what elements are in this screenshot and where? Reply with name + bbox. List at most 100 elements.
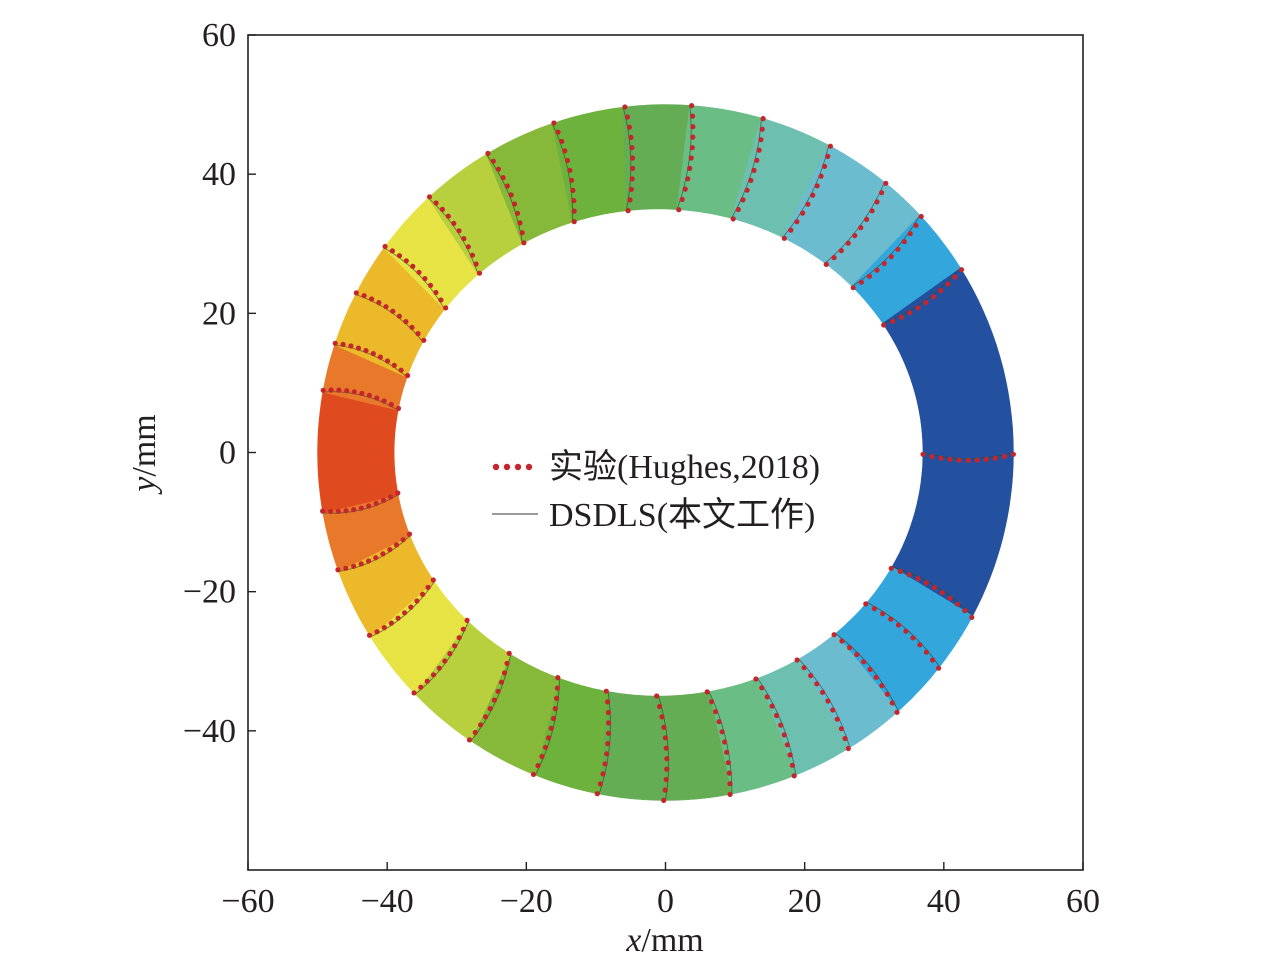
- experiment-dot: [735, 206, 741, 213]
- experiment-dot: [889, 700, 895, 706]
- experiment-dot: [476, 270, 483, 276]
- experiment-dot: [358, 561, 364, 567]
- experimental-dots: [320, 103, 1017, 804]
- experiment-dot: [554, 685, 561, 691]
- experiment-dot: [954, 601, 961, 607]
- contour-bands: [317, 104, 1014, 801]
- experiment-dot: [374, 395, 380, 401]
- experiment-dot: [443, 305, 449, 311]
- experiment-dot: [690, 134, 696, 140]
- experiment-dot: [952, 274, 958, 280]
- experiment-dot: [359, 390, 365, 396]
- experiment-dot: [923, 580, 929, 586]
- experiment-dot: [416, 269, 422, 275]
- experiment-dot: [907, 231, 913, 237]
- experiment-dot: [831, 255, 837, 261]
- experiment-dot: [508, 192, 514, 198]
- experiment-dot: [894, 709, 900, 715]
- experiment-dot: [939, 590, 945, 596]
- experiment-dot: [351, 507, 357, 513]
- experiment-dot: [945, 281, 951, 287]
- experiment-dot: [690, 124, 696, 130]
- experiment-dot: [808, 673, 814, 679]
- experiment-dot: [713, 709, 719, 715]
- experiment-dot: [396, 313, 402, 319]
- experiment-dot: [340, 341, 346, 347]
- experiment-dot: [888, 565, 894, 572]
- experiment-dot: [491, 697, 497, 703]
- experiment-dot: [709, 699, 715, 705]
- y-tick-label: 60: [202, 17, 236, 54]
- experiment-dot: [866, 273, 873, 279]
- experiment-dot: [410, 263, 416, 269]
- experiment-dot: [430, 672, 437, 678]
- experiment-dot: [546, 735, 552, 741]
- experiment-dot: [485, 150, 491, 156]
- experiment-dot: [490, 158, 496, 164]
- experiment-dot: [521, 240, 527, 246]
- experiment-dot: [460, 626, 466, 632]
- experiment-dot: [328, 387, 334, 393]
- experiment-dot: [451, 220, 457, 226]
- experiment-dot: [514, 210, 521, 216]
- experiment-dot: [625, 208, 631, 214]
- experiment-dot: [689, 113, 696, 119]
- experiment-dot: [320, 508, 326, 514]
- experiment-dot: [834, 716, 840, 722]
- y-tick-label: −20: [183, 574, 236, 611]
- experiment-dot: [818, 173, 824, 179]
- experiment-dot: [571, 219, 577, 225]
- experiment-dot: [903, 628, 909, 634]
- experiment-dot: [551, 120, 557, 126]
- x-tick-label: 60: [1066, 883, 1100, 920]
- experiment-dot: [794, 657, 800, 663]
- experiment-dot: [628, 186, 634, 192]
- experiment-dot: [421, 337, 427, 343]
- experiment-dot: [388, 494, 394, 500]
- experiment-dot: [764, 694, 770, 700]
- experiment-dot: [517, 220, 523, 226]
- legend-label-dsdls: DSDLS(本文工作): [549, 496, 815, 534]
- experiment-dot: [395, 615, 401, 621]
- experiment-dot: [754, 157, 760, 163]
- experiment-dot: [571, 208, 577, 214]
- experiment-dot: [425, 584, 431, 591]
- experiment-dot: [920, 451, 926, 457]
- experiment-dot: [716, 719, 722, 725]
- experiment-dot: [380, 497, 387, 504]
- experiment-dot: [730, 216, 736, 222]
- experiment-dot: [381, 398, 387, 404]
- legend-label-experiment: 实验(Hughes,2018): [549, 448, 820, 486]
- experiment-dot: [888, 616, 894, 622]
- experiment-dot: [504, 660, 510, 666]
- experiment-dot: [719, 729, 725, 735]
- experiment-dot: [498, 679, 505, 685]
- y-ticks: −40 −20 0 20 40 60: [183, 17, 256, 750]
- experiment-dot: [363, 348, 369, 354]
- experiment-dot: [759, 126, 765, 132]
- experiment-dot: [845, 745, 851, 752]
- experiment-dot: [888, 254, 894, 260]
- experiment-dot: [336, 387, 342, 393]
- experiment-dot: [923, 649, 930, 655]
- experiment-dot: [969, 614, 975, 621]
- experiment-dot: [405, 372, 411, 379]
- experiment-dot: [825, 153, 831, 159]
- experiment-dot: [456, 635, 462, 641]
- experiment-dot: [956, 457, 962, 463]
- experiment-dot: [374, 629, 380, 635]
- experiment-dot: [550, 715, 557, 722]
- experiment-dot: [373, 500, 379, 507]
- experiment-dot: [759, 685, 765, 691]
- experiment-dot: [874, 199, 880, 205]
- experiment-dot: [839, 638, 845, 644]
- experiment-dot: [571, 198, 577, 204]
- experiment-dot: [869, 208, 875, 214]
- experiment-dot: [850, 285, 856, 291]
- y-tick-label: 40: [202, 156, 236, 193]
- experiment-dot: [395, 405, 402, 411]
- experiment-dot: [838, 248, 844, 254]
- experiment-dot: [445, 213, 451, 219]
- experiment-dot: [863, 601, 869, 607]
- y-axis-title: y/mm: [126, 414, 163, 494]
